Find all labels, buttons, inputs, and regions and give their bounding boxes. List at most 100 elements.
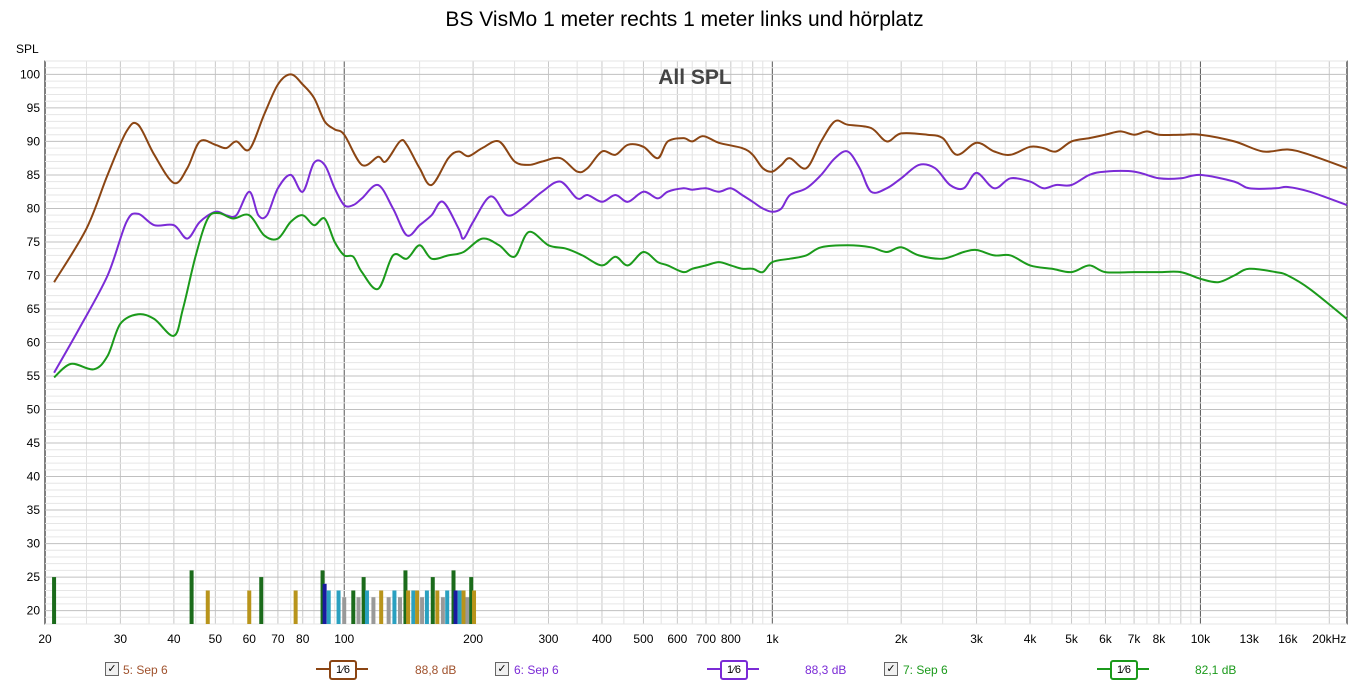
impulse-bar bbox=[440, 597, 445, 624]
impulse-bar bbox=[430, 577, 435, 624]
chart-subtitle: All SPL bbox=[658, 66, 732, 89]
x-tick-label: 1k bbox=[766, 632, 780, 646]
impulse-bar bbox=[411, 590, 416, 624]
x-tick-label: 40 bbox=[167, 632, 181, 646]
x-tick-label: 10k bbox=[1191, 632, 1211, 646]
impulse-bar bbox=[386, 597, 391, 624]
x-tick-label: 2k bbox=[895, 632, 909, 646]
legend-name-2: 6: Sep 6 bbox=[514, 663, 559, 677]
impulse-bar bbox=[52, 577, 57, 624]
x-tick-label: 20kHz bbox=[1312, 632, 1346, 646]
series-lines bbox=[53, 73, 1348, 379]
x-tick-label: 8k bbox=[1153, 632, 1167, 646]
smoothing-button-3[interactable]: 1⁄6 bbox=[1097, 660, 1149, 680]
y-axis-label: SPL bbox=[16, 42, 39, 56]
impulse-bar bbox=[356, 597, 361, 624]
x-tick-labels: 20 30 40 50 60 70 80 100 200 300 400 500 600 700 800 1k… bbox=[38, 632, 1346, 646]
x-tick-label: 50 bbox=[209, 632, 223, 646]
series-line-2 bbox=[53, 150, 1348, 374]
y-tick-label: 45 bbox=[27, 436, 41, 450]
impulse-bar bbox=[320, 570, 325, 624]
impulse-bars bbox=[52, 570, 477, 624]
y-tick-label: 100 bbox=[20, 67, 40, 81]
legend-level-3: 82,1 dB bbox=[1195, 663, 1237, 677]
x-tick-label: 13k bbox=[1240, 632, 1260, 646]
smoothing-label-3: 1⁄6 bbox=[1110, 660, 1138, 680]
legend-level-1: 88,8 dB bbox=[415, 663, 457, 677]
y-tick-label: 60 bbox=[27, 336, 41, 350]
x-tick-label: 200 bbox=[463, 632, 483, 646]
impulse-bar bbox=[326, 590, 331, 624]
impulse-bar bbox=[435, 590, 440, 624]
legend-name-1: 5: Sep 6 bbox=[123, 663, 168, 677]
y-tick-label: 90 bbox=[27, 134, 41, 148]
chart-title: BS VisMo 1 meter rechts 1 meter links un… bbox=[445, 8, 924, 31]
x-tick-label: 16k bbox=[1278, 632, 1298, 646]
impulse-bar bbox=[445, 590, 450, 624]
impulse-bar bbox=[398, 597, 403, 624]
smoothing-label-2: 1⁄6 bbox=[720, 660, 748, 680]
x-tick-label: 600 bbox=[667, 632, 687, 646]
legend-checkbox-3[interactable]: ✓ bbox=[884, 662, 898, 676]
legend-checkbox-1[interactable]: ✓ bbox=[105, 662, 119, 676]
smoothing-label-1: 1⁄6 bbox=[329, 660, 357, 680]
impulse-bar bbox=[415, 590, 420, 624]
impulse-bar bbox=[451, 570, 456, 624]
impulse-bar bbox=[420, 597, 425, 624]
y-tick-label: 95 bbox=[27, 101, 41, 115]
y-tick-label: 20 bbox=[27, 604, 41, 618]
impulse-bar bbox=[364, 590, 369, 624]
y-tick-label: 55 bbox=[27, 369, 41, 383]
impulse-bar bbox=[392, 590, 397, 624]
impulse-bar bbox=[205, 590, 210, 624]
x-tick-label: 100 bbox=[334, 632, 354, 646]
x-tick-label: 300 bbox=[538, 632, 558, 646]
smoothing-button-1[interactable]: 1⁄6 bbox=[316, 660, 368, 680]
y-tick-label: 30 bbox=[27, 537, 41, 551]
impulse-bar bbox=[453, 590, 458, 624]
impulse-bar bbox=[472, 590, 477, 624]
y-tick-labels: 20 25 30 35 40 45 50 55 60 65 70 75 80 85 90 95 100 bbox=[20, 67, 40, 617]
y-tick-label: 40 bbox=[27, 470, 41, 484]
y-tick-label: 50 bbox=[27, 403, 41, 417]
impulse-bar bbox=[465, 597, 470, 624]
x-tick-label: 7k bbox=[1128, 632, 1142, 646]
y-tick-label: 85 bbox=[27, 168, 41, 182]
legend-name-3: 7: Sep 6 bbox=[903, 663, 948, 677]
impulse-bar bbox=[469, 577, 474, 624]
impulse-bar bbox=[247, 590, 252, 624]
x-tick-label: 500 bbox=[633, 632, 653, 646]
x-tick-label: 20 bbox=[38, 632, 52, 646]
x-tick-label: 80 bbox=[296, 632, 310, 646]
impulse-bar bbox=[457, 590, 462, 624]
impulse-bar bbox=[189, 570, 194, 624]
impulse-bar bbox=[351, 590, 356, 624]
series-line-3 bbox=[53, 211, 1348, 379]
impulse-bar bbox=[461, 590, 466, 624]
x-tick-label: 800 bbox=[721, 632, 741, 646]
x-tick-label: 30 bbox=[114, 632, 128, 646]
legend-checkbox-2[interactable]: ✓ bbox=[495, 662, 509, 676]
y-tick-label: 65 bbox=[27, 302, 41, 316]
impulse-bar bbox=[293, 590, 298, 624]
impulse-bar bbox=[322, 583, 327, 624]
y-tick-label: 70 bbox=[27, 268, 41, 282]
x-tick-label: 60 bbox=[243, 632, 257, 646]
x-tick-label: 6k bbox=[1099, 632, 1113, 646]
impulse-bar bbox=[371, 597, 376, 624]
y-tick-label: 75 bbox=[27, 235, 41, 249]
impulse-bar bbox=[379, 590, 384, 624]
y-tick-label: 80 bbox=[27, 201, 41, 215]
impulse-bar bbox=[424, 590, 429, 624]
grid bbox=[45, 60, 1347, 625]
series-line-1 bbox=[53, 73, 1348, 283]
x-tick-label: 400 bbox=[592, 632, 612, 646]
impulse-bar bbox=[406, 590, 411, 624]
x-tick-label: 700 bbox=[696, 632, 716, 646]
smoothing-button-2[interactable]: 1⁄6 bbox=[707, 660, 759, 680]
x-tick-label: 4k bbox=[1024, 632, 1038, 646]
impulse-bar bbox=[403, 570, 408, 624]
impulse-bar bbox=[342, 597, 347, 624]
x-tick-label: 70 bbox=[271, 632, 285, 646]
